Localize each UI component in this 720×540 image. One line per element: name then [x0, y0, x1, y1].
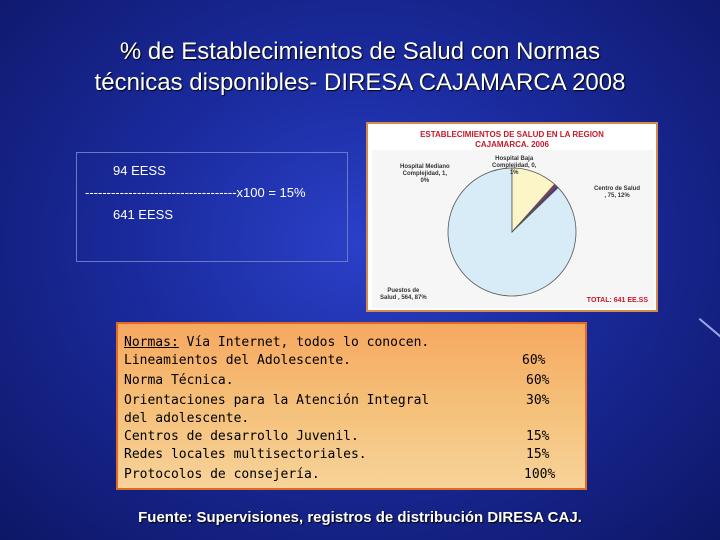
- calc-denominator: 641 EESS: [113, 207, 173, 222]
- label-centro-l1: Centro de Salud: [594, 186, 641, 192]
- calc-fraction-line: -----------------------------------x100 …: [85, 185, 306, 200]
- pie-slice-hospital-mediano: [511, 185, 559, 233]
- calc-numerator: 94 EESS: [113, 163, 166, 178]
- label-baja-l3: 1%: [509, 170, 519, 176]
- norm-row-text: Orientaciones para la Atención Integral: [124, 393, 430, 408]
- norm-row-pct: 100%: [524, 467, 556, 482]
- norm-row-text: Protocolos de consejería.: [124, 467, 320, 482]
- label-baja-l2: Complejidad, 0,: [492, 163, 537, 169]
- pie-chart-title: ESTABLECIMIENTOS DE SALUD EN LA REGION C…: [368, 130, 656, 150]
- pie-chart-image: ESTABLECIMIENTOS DE SALUD EN LA REGION C…: [366, 122, 658, 312]
- norm-row-text: Lineamientos del Adolescente.: [124, 353, 351, 368]
- label-hospital-mediano: Hospital Mediano Complejidad, 1, 0%: [400, 164, 450, 185]
- source-footnote: Fuente: Supervisiones, registros de dist…: [138, 509, 582, 526]
- norms-header-label: Normas:: [124, 335, 179, 350]
- label-hospital-baja: Hospital Baja Complejidad, 0, 1%: [492, 156, 536, 177]
- norm-row-text: Norma Técnica.: [124, 373, 234, 388]
- slide-title-line2: técnicas disponibles- DIRESA CAJAMARCA 2…: [94, 69, 626, 96]
- label-puestos-salud: Puestos de Salud , 564, 87%: [380, 288, 427, 302]
- norm-row-text: Centros de desarrollo Juvenil.: [124, 429, 359, 444]
- norms-table: Normas: Vía Internet, todos lo conocen. …: [116, 322, 587, 490]
- label-mediano-l3: 0%: [420, 178, 430, 184]
- calculation-box: 94 EESS --------------------------------…: [76, 152, 348, 262]
- norm-row-pct: 15%: [526, 429, 550, 444]
- norms-header: Normas: Vía Internet, todos lo conocen.: [124, 334, 429, 351]
- slide-title-line1: % de Establecimientos de Salud con Norma…: [119, 38, 601, 65]
- label-mediano-l2: Complejidad, 1,: [402, 171, 447, 177]
- norm-row-pct: 60%: [526, 373, 550, 388]
- decorative-line: [698, 318, 720, 339]
- pie-chart-total: TOTAL: 641 EE.SS: [586, 297, 648, 304]
- label-mediano-l1: Hospital Mediano: [400, 164, 450, 170]
- label-baja-l1: Hospital Baja: [495, 156, 534, 162]
- norms-header-text: Vía Internet, todos lo conocen.: [178, 335, 430, 350]
- norm-row-pct: 15%: [526, 447, 550, 462]
- norm-row-pct: 30%: [526, 393, 550, 408]
- pie-chart-title-line2: CAJAMARCA. 2006: [475, 140, 549, 149]
- slide-title: % de Establecimientos de Salud con Norma…: [20, 36, 700, 98]
- label-puestos-l1: Puestos de: [387, 288, 420, 294]
- norm-row-text: del adolescente.: [124, 411, 250, 426]
- pie-chart-title-line1: ESTABLECIMIENTOS DE SALUD EN LA REGION: [420, 130, 604, 139]
- norm-row-text: Redes locales multisectoriales.: [124, 447, 367, 462]
- pie-chart-area: Hospital Mediano Complejidad, 1, 0% Hosp…: [372, 150, 654, 308]
- label-puestos-l2: Salud , 564, 87%: [380, 295, 427, 301]
- label-centro-l2: , 75, 12%: [604, 193, 630, 199]
- label-centro-salud: Centro de Salud , 75, 12%: [594, 186, 640, 200]
- norm-row-pct: 60%: [522, 353, 546, 368]
- pie-chart-svg: [447, 167, 577, 297]
